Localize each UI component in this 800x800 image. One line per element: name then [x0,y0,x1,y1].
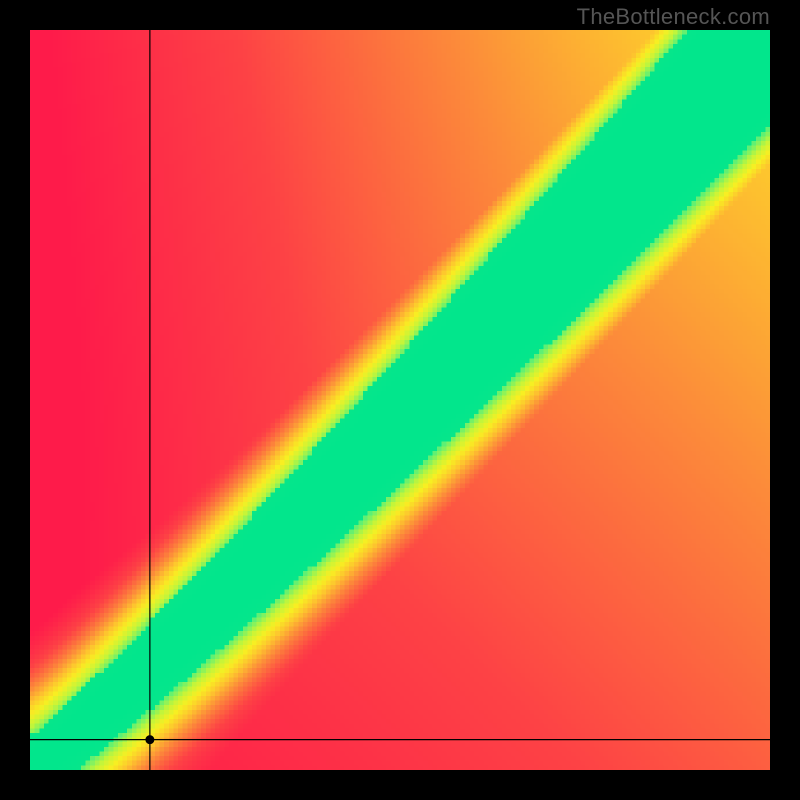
bottleneck-heatmap [30,30,770,770]
watermark-text: TheBottleneck.com [577,4,770,30]
figure-container: TheBottleneck.com [0,0,800,800]
